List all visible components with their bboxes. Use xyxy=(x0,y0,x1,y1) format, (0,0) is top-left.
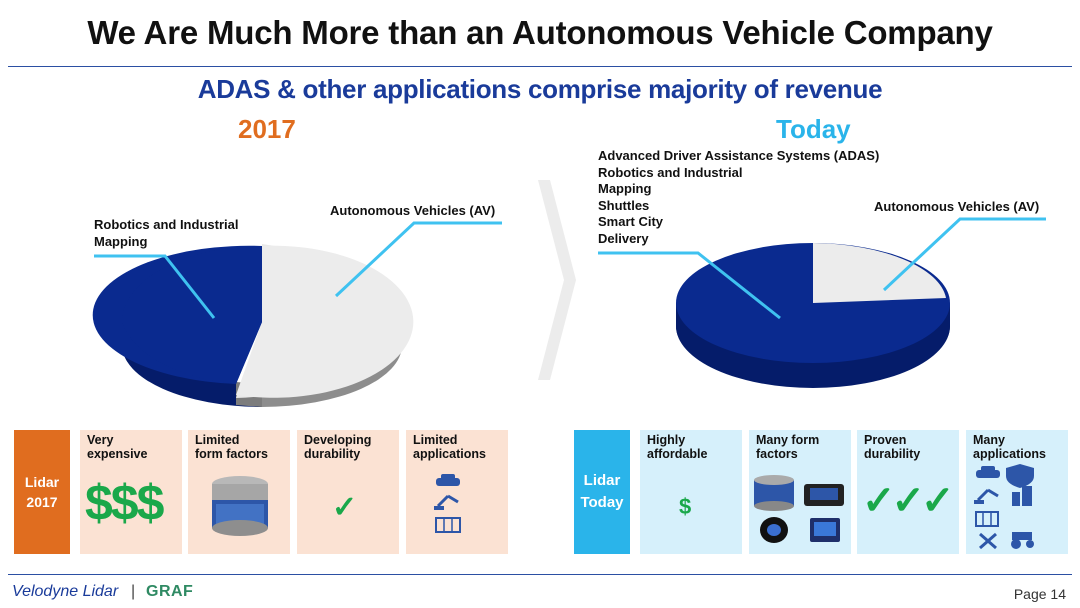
buildings-icon xyxy=(1012,486,1032,506)
lidar-puck-icon xyxy=(754,475,794,511)
robot-arm-icon xyxy=(434,494,459,510)
lidar-round-icon xyxy=(760,517,788,543)
footer-separator: | xyxy=(131,583,136,600)
label-2017-av: Autonomous Vehicles (AV) xyxy=(330,203,496,218)
application-icons-2017 xyxy=(434,474,461,533)
map-icon xyxy=(435,517,461,533)
title-divider xyxy=(8,66,1072,67)
lidar-cube-icon xyxy=(810,518,840,542)
car-icon xyxy=(436,474,460,486)
drone-icon xyxy=(979,532,997,550)
car-icon xyxy=(976,466,1000,478)
lidar-2017-tag: Lidar 2017 xyxy=(14,430,70,554)
pie-2017 xyxy=(92,244,414,407)
transition-arrow-icon xyxy=(538,180,576,380)
triple-dollar-icon: $$$ xyxy=(85,475,164,531)
triple-check-icon: ✓✓✓ xyxy=(862,479,955,523)
callout-line-today-adas xyxy=(598,251,781,320)
card-today-affordable: Highly affordable xyxy=(640,430,742,554)
callout-line-2017-av xyxy=(334,221,502,298)
robot-arm-icon xyxy=(974,488,999,504)
lidar-sensor-family-icon xyxy=(754,475,844,543)
year-today-heading: Today xyxy=(776,114,851,144)
label-2017-robotics: Robotics and Industrial Mapping xyxy=(94,217,239,249)
card-2017-applications: Limited applications xyxy=(406,430,508,554)
application-icons-today xyxy=(974,464,1034,550)
slide-title: We Are Much More than an Autonomous Vehi… xyxy=(87,14,993,51)
callout-line-today-av xyxy=(882,217,1046,292)
graf-logo: GRAF xyxy=(146,583,194,600)
callout-line-2017-robotics xyxy=(94,254,216,319)
tractor-icon xyxy=(1011,532,1034,549)
footer-divider xyxy=(8,574,1072,575)
single-dollar-icon: $ xyxy=(679,494,692,519)
pie-today xyxy=(676,243,950,388)
check-icon: ✓ xyxy=(332,491,358,524)
map-icon xyxy=(975,511,999,527)
pie-charts-graphic xyxy=(92,217,1046,407)
velodyne-logo: Velodyne Lidar xyxy=(12,583,119,600)
slide-subtitle: ADAS & other applications comprise major… xyxy=(197,74,883,104)
card-2017-expensive: Very expensive xyxy=(80,430,182,554)
card-today-durability: Proven durability xyxy=(857,430,959,554)
label-today-list: Advanced Driver Assistance Systems (ADAS… xyxy=(598,148,880,246)
card-2017-durability: Developing durability xyxy=(297,430,399,554)
shield-icon xyxy=(1006,464,1034,488)
page-number: Page 14 xyxy=(1013,586,1066,602)
year-2017-heading: 2017 xyxy=(238,114,296,144)
lidar-today-tag: Lidar Today xyxy=(574,430,630,554)
label-today-av: Autonomous Vehicles (AV) xyxy=(874,199,1040,214)
lidar-sensor-puck-icon xyxy=(212,476,268,536)
lidar-box-icon xyxy=(804,484,844,506)
